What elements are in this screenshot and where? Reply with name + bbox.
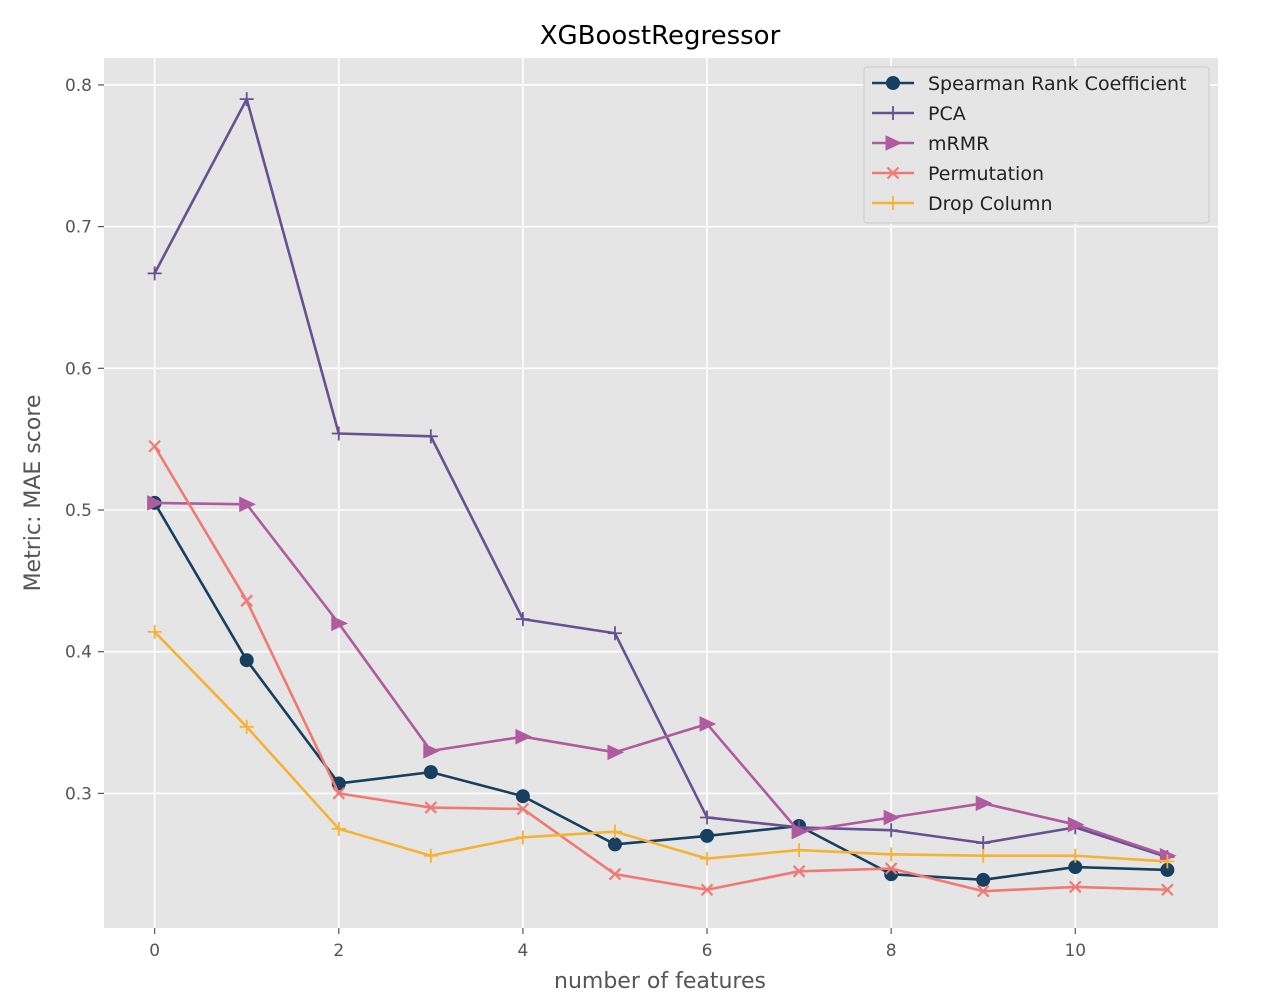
data-point <box>976 848 991 863</box>
y-tick-label: 0.6 <box>65 359 92 379</box>
legend-marker <box>886 196 900 210</box>
series-group <box>147 92 1177 898</box>
series-line <box>153 445 1168 893</box>
data-point <box>607 744 625 761</box>
data-point <box>884 847 899 862</box>
data-point <box>976 835 991 850</box>
data-point <box>700 810 715 825</box>
data-point <box>1067 816 1085 833</box>
series-line <box>153 97 1168 859</box>
grid <box>104 58 1218 928</box>
data-point <box>331 426 346 441</box>
data-point <box>975 795 993 812</box>
y-tick-label: 0.8 <box>65 76 92 96</box>
data-point <box>515 830 530 845</box>
data-point <box>515 789 530 804</box>
data-point <box>608 867 622 881</box>
data-point <box>976 884 990 898</box>
legend-item: mRMR <box>872 133 989 155</box>
legend-item: PCA <box>872 103 966 125</box>
series-line <box>153 630 1168 863</box>
data-point <box>884 823 899 838</box>
legend-marker <box>886 166 900 180</box>
series-3 <box>148 439 1174 898</box>
data-point <box>1068 848 1083 863</box>
data-point <box>423 848 438 863</box>
data-point <box>1069 880 1082 894</box>
x-tick-label: 10 <box>1064 941 1086 961</box>
data-point <box>607 837 622 852</box>
data-point <box>239 496 256 513</box>
data-point <box>607 626 622 641</box>
axis-ticks: 0 2 4 6 8 10 0.3 0.4 0.5 0.6 0.7 0.8 <box>65 76 1086 961</box>
x-tick-label: 6 <box>702 941 713 961</box>
legend-item: Drop Column <box>872 193 1053 215</box>
data-point <box>147 495 164 511</box>
legend-item: Spearman Rank Coefficient <box>872 73 1187 95</box>
x-tick-label: 4 <box>517 941 528 961</box>
series-2 <box>147 495 1177 864</box>
legend: Spearman Rank Coefficient PCA mRMR Permutat… <box>863 66 1210 224</box>
chart-title: XGBoostRegressor <box>540 21 781 51</box>
data-point <box>147 266 162 281</box>
data-point <box>699 716 717 732</box>
data-point <box>516 802 530 816</box>
series-4 <box>147 624 1175 869</box>
y-tick-label: 0.5 <box>65 501 92 521</box>
series-line <box>154 501 1168 857</box>
legend-marker <box>886 106 900 120</box>
x-axis-label: number of features <box>554 969 766 994</box>
data-point <box>148 439 161 453</box>
legend-label: mRMR <box>928 133 989 155</box>
data-point <box>884 862 898 875</box>
y-tick-label: 0.4 <box>65 643 92 663</box>
data-point <box>331 615 348 632</box>
data-point <box>883 809 901 826</box>
legend-label: PCA <box>928 103 966 125</box>
y-axis-label: Metric: MAE score <box>21 395 46 592</box>
data-point <box>607 824 622 839</box>
legend-label: Permutation <box>928 163 1044 185</box>
y-tick-label: 0.7 <box>65 218 92 238</box>
data-point <box>147 624 162 639</box>
data-point <box>331 821 346 836</box>
x-tick-label: 8 <box>886 941 897 961</box>
data-point <box>239 719 254 734</box>
data-point <box>792 843 807 858</box>
data-point <box>700 883 714 897</box>
data-point <box>700 828 715 843</box>
legend-label: Drop Column <box>928 193 1053 215</box>
legend-item: Permutation <box>872 163 1044 185</box>
legend-label: Spearman Rank Coefficient <box>928 73 1187 95</box>
legend-marker <box>886 76 900 90</box>
data-point <box>976 872 991 887</box>
data-point <box>1160 854 1175 869</box>
data-point <box>240 594 253 607</box>
data-point <box>792 865 806 878</box>
data-point <box>700 851 715 866</box>
data-point <box>239 92 254 107</box>
legend-marker <box>885 135 903 151</box>
data-point <box>423 765 438 780</box>
data-point <box>332 787 346 800</box>
x-tick-label: 0 <box>149 941 160 961</box>
data-point <box>423 743 441 759</box>
x-tick-label: 2 <box>333 941 344 961</box>
data-point <box>423 429 438 444</box>
data-point <box>515 612 530 627</box>
data-point <box>791 823 809 840</box>
data-point <box>515 728 533 745</box>
data-point <box>239 653 254 668</box>
y-tick-label: 0.3 <box>65 784 92 804</box>
data-point <box>1161 883 1174 897</box>
data-point <box>424 801 438 814</box>
legend-box <box>863 66 1210 224</box>
